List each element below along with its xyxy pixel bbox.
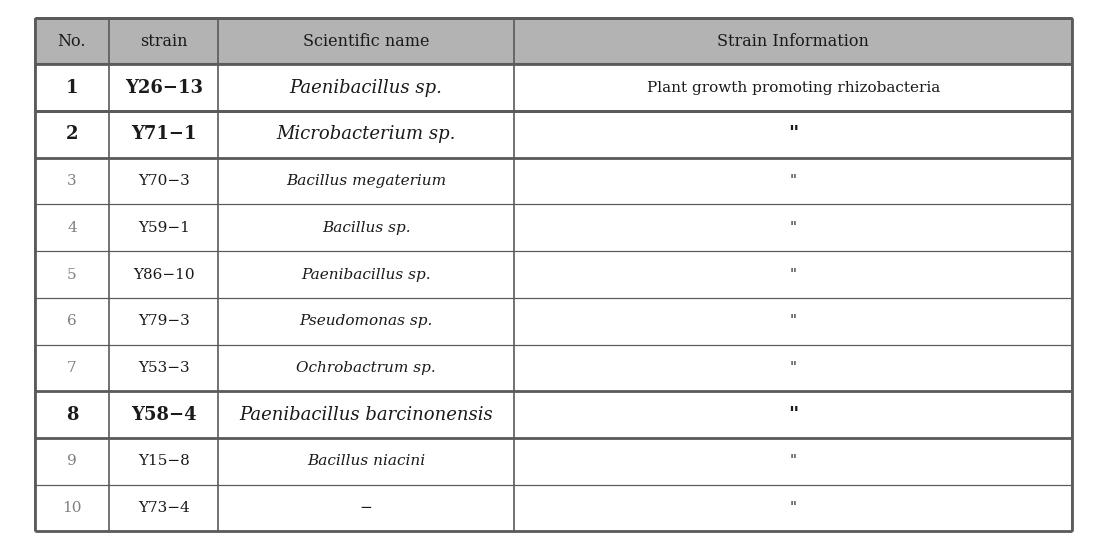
Text: Y53−3: Y53−3	[138, 361, 189, 375]
Text: 3: 3	[68, 174, 76, 188]
Text: Y58−4: Y58−4	[131, 406, 197, 423]
Text: −: −	[360, 501, 373, 515]
Bar	[34, 298, 1073, 345]
Bar	[34, 438, 1073, 485]
Text: ": "	[789, 221, 797, 235]
Text: Y70−3: Y70−3	[138, 174, 189, 188]
Text: ": "	[789, 314, 797, 328]
Text: Bacillus niacini: Bacillus niacini	[307, 454, 425, 468]
Text: 8: 8	[65, 406, 79, 423]
Text: Pseudomonas sp.: Pseudomonas sp.	[300, 314, 433, 328]
Text: ": "	[788, 406, 798, 423]
Text: ": "	[788, 126, 798, 143]
Text: No.: No.	[58, 32, 86, 49]
Text: Scientific name: Scientific name	[303, 32, 430, 49]
Text: Paenibacillus barcinonensis: Paenibacillus barcinonensis	[239, 406, 493, 423]
Text: Y26−13: Y26−13	[125, 79, 203, 97]
Text: 5: 5	[68, 267, 76, 282]
Text: Bacillus sp.: Bacillus sp.	[322, 221, 411, 235]
Text: 9: 9	[68, 454, 76, 468]
Bar	[34, 111, 1073, 158]
Text: Y59−1: Y59−1	[137, 221, 189, 235]
Text: Paenibacillus sp.: Paenibacillus sp.	[301, 267, 431, 282]
Text: 10: 10	[62, 501, 82, 515]
Text: ": "	[789, 361, 797, 375]
Text: Ochrobactrum sp.: Ochrobactrum sp.	[297, 361, 436, 375]
Bar	[34, 391, 1073, 438]
Text: ": "	[789, 454, 797, 468]
Text: ": "	[789, 174, 797, 188]
Text: Microbacterium sp.: Microbacterium sp.	[277, 126, 456, 143]
Text: ": "	[789, 501, 797, 515]
Text: Plant growth promoting rhizobacteria: Plant growth promoting rhizobacteria	[646, 81, 940, 95]
Text: strain: strain	[139, 32, 187, 49]
Text: Y73−4: Y73−4	[138, 501, 189, 515]
Text: Strain Information: Strain Information	[717, 32, 869, 49]
Text: 2: 2	[65, 126, 79, 143]
Bar	[34, 251, 1073, 298]
Text: 6: 6	[68, 314, 76, 328]
Text: Y71−1: Y71−1	[131, 126, 197, 143]
Bar	[34, 158, 1073, 204]
Text: Y15−8: Y15−8	[138, 454, 189, 468]
Text: 1: 1	[65, 79, 79, 97]
Bar	[34, 204, 1073, 251]
Text: Y79−3: Y79−3	[138, 314, 189, 328]
Bar	[34, 64, 1073, 111]
Text: Y86−10: Y86−10	[133, 267, 195, 282]
Bar	[34, 485, 1073, 531]
Bar	[34, 18, 1073, 64]
Text: Bacillus megaterium: Bacillus megaterium	[286, 174, 446, 188]
Text: Paenibacillus sp.: Paenibacillus sp.	[290, 79, 443, 97]
Text: 7: 7	[68, 361, 76, 375]
Text: ": "	[789, 267, 797, 282]
Bar	[34, 345, 1073, 391]
Text: 4: 4	[68, 221, 76, 235]
